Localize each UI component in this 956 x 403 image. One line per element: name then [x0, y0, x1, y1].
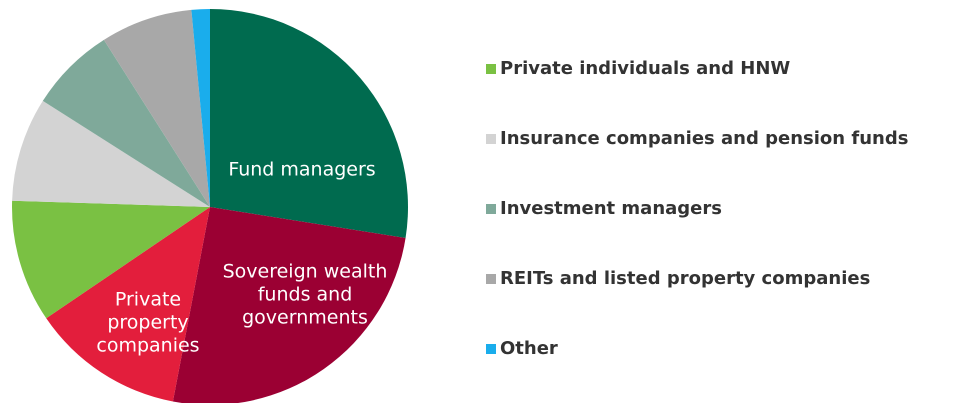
legend-entry: Other — [486, 338, 558, 359]
slice-label: Private property companies — [96, 288, 200, 357]
pie-slice — [103, 9, 210, 208]
legend-swatch — [486, 203, 496, 214]
legend-entry: Investment managers — [486, 198, 722, 219]
legend-swatch — [486, 63, 496, 74]
legend-entry: Insurance companies and pension funds — [486, 128, 908, 149]
legend-entry: Private individuals and HNW — [486, 58, 790, 79]
legend-swatch — [486, 273, 496, 284]
pie-slice — [11, 200, 210, 319]
legend-label: REITs and listed property companies — [500, 268, 871, 289]
legend-entry: REITs and listed property companies — [486, 268, 870, 289]
pie-slice — [172, 207, 406, 403]
pie-slice — [210, 9, 408, 238]
pie-slice — [191, 9, 210, 207]
slice-label: Sovereign wealth funds and governments — [222, 260, 388, 329]
pie-slice — [12, 100, 210, 207]
slice-label: Fund managers — [228, 158, 376, 181]
legend-label: Investment managers — [500, 198, 722, 219]
legend-label: Insurance companies and pension funds — [500, 128, 909, 149]
legend-swatch — [486, 133, 496, 144]
pie-slice — [46, 207, 211, 402]
legend-label: Private individuals and HNW — [500, 58, 791, 79]
legend-label: Other — [500, 338, 558, 359]
legend-swatch — [486, 343, 496, 354]
pie-slice — [42, 39, 210, 207]
